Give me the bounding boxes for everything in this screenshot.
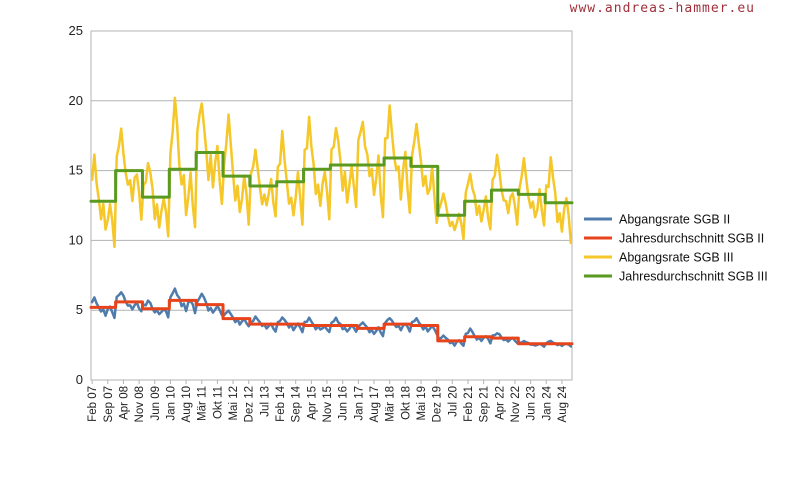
x-tick-label: Apr 08	[118, 386, 130, 420]
x-tick-label: Mär 18	[385, 386, 397, 422]
x-axis: Feb 07 Sep 07 Apr 08 Nov 08 Jun 09 Jan 10 Aug …	[87, 380, 569, 422]
y-axis: 0 5 10 15 20 25	[69, 23, 83, 387]
x-tick-label: Dez 19	[432, 386, 444, 422]
series-sgb2-annual-mean	[89, 298, 574, 346]
y-tick-label: 20	[69, 93, 83, 108]
x-tick-label: Mai 19	[416, 386, 428, 421]
legend-label: Jahresdurchschnitt SGB III	[619, 270, 768, 284]
x-tick-label: Apr 15	[306, 386, 318, 420]
x-tick-label: Feb 07	[87, 386, 99, 422]
y-tick-label: 15	[69, 163, 83, 178]
x-tick-label: Jan 17	[353, 386, 365, 421]
y-tick-label: 25	[69, 23, 83, 38]
x-tick-label: Sep 21	[479, 386, 491, 422]
y-tick-label: 0	[76, 372, 83, 387]
series-sgb3-annual-mean	[89, 150, 574, 217]
x-tick-label: Jan 24	[541, 385, 553, 420]
x-tick-label: Aug 10	[181, 386, 193, 422]
legend-label: Abgangsrate SGB III	[619, 251, 734, 265]
x-tick-label: Mai 12	[228, 386, 240, 421]
series-sgb3-rate	[90, 96, 573, 249]
x-tick-label: Aug 17	[369, 386, 381, 422]
y-tick-label: 10	[69, 232, 83, 247]
x-tick-label: Jun 09	[150, 386, 162, 421]
site-watermark: www.andreas-hammer.eu	[569, 1, 755, 16]
x-tick-label: Nov 08	[134, 386, 146, 422]
x-tick-label: Sep 14	[291, 385, 303, 422]
x-tick-label: Okt 18	[400, 386, 412, 420]
x-tick-label: Feb 14	[275, 385, 287, 421]
legend-label: Jahresdurchschnitt SGB II	[619, 232, 764, 246]
x-tick-label: Jun 16	[338, 386, 350, 421]
series-group	[89, 96, 574, 348]
x-tick-label: Sep 07	[103, 386, 115, 422]
y-tick-label: 5	[76, 302, 83, 317]
plot-area	[90, 30, 573, 381]
legend: Abgangsrate SGB II Jahresdurchschnitt SGB…	[584, 213, 768, 284]
x-tick-label: Jan 10	[165, 386, 177, 421]
x-tick-label: Feb 21	[463, 386, 475, 422]
x-tick-label: Dez 12	[244, 386, 256, 422]
series-sgb2-rate	[90, 287, 573, 348]
x-tick-label: Nov 22	[510, 386, 522, 422]
legend-label: Abgangsrate SGB II	[619, 213, 730, 227]
x-tick-label: Nov 15	[322, 386, 334, 422]
x-tick-label: Apr 22	[494, 386, 506, 420]
x-tick-label: Aug 24	[557, 385, 569, 422]
x-tick-label: Mär 11	[197, 386, 209, 421]
x-tick-label: Jul 20	[447, 386, 459, 417]
x-tick-label: Jun 23	[526, 386, 538, 421]
x-tick-label: Okt 11	[212, 386, 224, 419]
x-tick-label: Jul 13	[259, 386, 271, 417]
